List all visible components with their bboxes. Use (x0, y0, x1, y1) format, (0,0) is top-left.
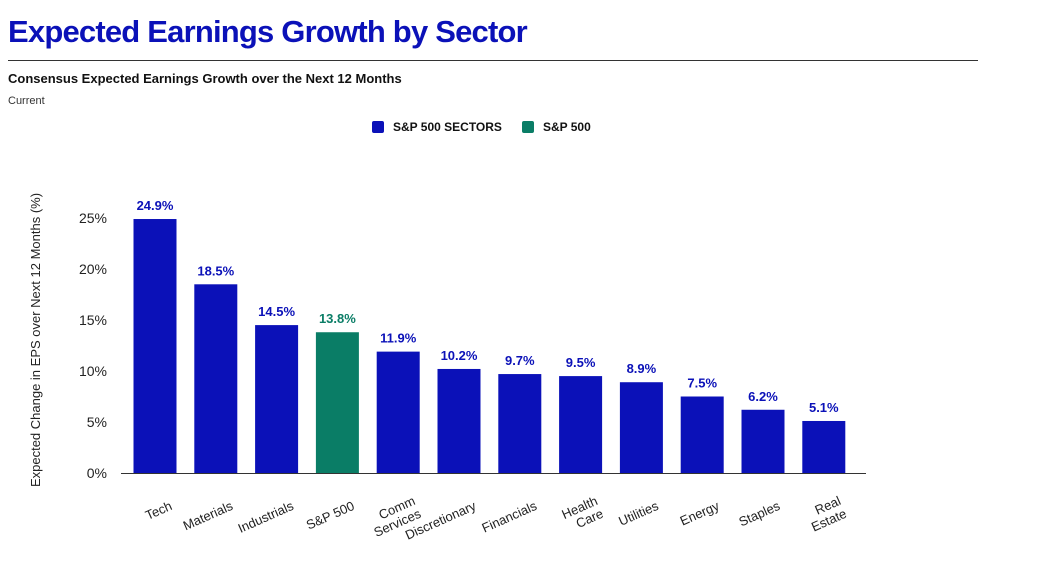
legend-swatch-sectors (372, 121, 384, 133)
bar-value-label: 6.2% (748, 389, 778, 404)
x-category-label: Staples (736, 498, 782, 530)
y-tick-label: 0% (87, 465, 107, 481)
bar-value-label: 10.2% (441, 348, 478, 363)
x-category-label: RealEstate (803, 493, 849, 535)
bar (559, 376, 603, 473)
bar (133, 219, 177, 473)
bar (619, 382, 663, 473)
chart-legend: S&P 500 SECTORS S&P 500 (372, 120, 611, 134)
legend-label-sp500: S&P 500 (542, 120, 591, 134)
bar-value-label: 18.5% (197, 263, 234, 278)
bar (194, 284, 238, 473)
x-category-label: Materials (181, 498, 236, 533)
bar-value-label: 14.5% (258, 304, 295, 319)
y-axis-title: Expected Change in EPS over Next 12 Mont… (28, 193, 43, 487)
y-tick-label: 10% (79, 363, 107, 379)
bar-value-label: 9.5% (566, 355, 596, 370)
x-category-label: Tech (143, 498, 174, 523)
bar (498, 374, 542, 473)
x-category-label: Utilities (616, 498, 661, 529)
page-title: Expected Earnings Growth by Sector (8, 14, 528, 49)
bar (255, 325, 299, 473)
chart-subtitle: Consensus Expected Earnings Growth over … (8, 71, 402, 86)
bar-value-label: 24.9% (137, 198, 174, 213)
bar-value-label: 5.1% (809, 400, 839, 415)
bar (376, 351, 420, 473)
bar-value-label: 11.9% (380, 331, 417, 346)
legend-label-sectors: S&P 500 SECTORS (393, 120, 502, 134)
bar-value-label: 9.7% (505, 353, 535, 368)
bar-value-label: 13.8% (319, 311, 356, 326)
bar (802, 420, 846, 473)
y-tick-label: 20% (79, 261, 107, 277)
x-category-label: Financials (479, 498, 539, 536)
legend-swatch-sp500 (521, 121, 534, 133)
title-divider (8, 60, 978, 61)
x-category-label: HealthCare (559, 493, 605, 535)
bar (741, 409, 785, 473)
bar (315, 332, 359, 473)
legend-item-sectors: S&P 500 SECTORS (372, 120, 502, 134)
y-tick-label: 25% (79, 210, 107, 226)
y-tick-label: 5% (87, 414, 107, 430)
bar (680, 396, 724, 473)
bar-value-label: 8.9% (627, 361, 657, 376)
y-tick-label: 15% (79, 312, 107, 328)
bar (437, 368, 481, 473)
legend-item-sp500: S&P 500 (521, 120, 591, 134)
x-category-label: S&P 500 (304, 498, 357, 532)
bar-value-label: 7.5% (687, 376, 717, 391)
x-category-label: Industrials (236, 498, 297, 536)
chart-caption: Current (8, 95, 45, 107)
x-category-label: Energy (678, 498, 722, 529)
